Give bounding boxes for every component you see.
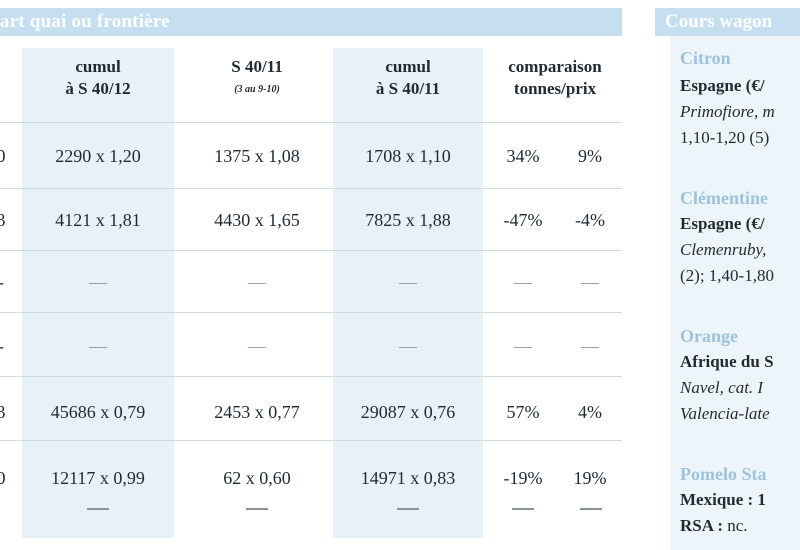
header-line1: S 40/11: [231, 57, 283, 76]
sidebar-head-pomelo: Pomelo Sta: [680, 464, 767, 484]
column-shade-cumul-2012: [22, 48, 174, 538]
column-shade-cumul-2011: [333, 48, 483, 538]
sidebar-line: 1,10-1,20 (5): [680, 128, 770, 147]
sidebar-head-citron: Citron: [680, 48, 731, 68]
section-title-bar: art quai ou frontière: [0, 8, 622, 36]
sidebar-title: Cours wagon: [665, 11, 773, 32]
cell-cumul-2011: 14971 x 0,83: [360, 468, 456, 488]
cell-s40-11: 4430 x 1,65: [214, 210, 300, 230]
sidebar-line-rest: nc.: [722, 516, 748, 535]
row-edge-value: 0: [0, 468, 6, 488]
cell-cumul-2011: 29087 x 0,76: [360, 402, 456, 422]
header-line2: à S 40/12: [65, 79, 131, 98]
cell-compare-prix: —: [581, 272, 599, 292]
cell-compare-prix: —: [581, 336, 599, 356]
cell-cumul-2011: —: [399, 272, 417, 292]
dash-mark: [397, 508, 419, 510]
sidebar-line-bold: RSA :: [680, 516, 723, 535]
dash-mark: [580, 508, 602, 510]
cell-compare-prix: 19%: [573, 468, 607, 488]
cell-cumul-2012: 2290 x 1,20: [55, 146, 141, 166]
header-cumul-s40-12: cumul à S 40/12: [22, 56, 174, 100]
dash-mark: [87, 508, 109, 510]
cell-compare-tonnes: 34%: [506, 146, 540, 166]
cell-cumul-2012: 12117 x 0,99: [51, 468, 145, 488]
row-edge-value: -: [0, 272, 6, 293]
sidebar-line: (2); 1,40-1,80: [680, 266, 774, 285]
sidebar-line: Primofiore, m: [680, 102, 775, 121]
cell-compare-tonnes: 57%: [506, 402, 540, 422]
cell-compare-tonnes: —: [514, 272, 532, 292]
header-line1: cumul: [75, 57, 121, 76]
sidebar-line: RSA : nc.: [680, 516, 748, 536]
header-cumul-s40-11: cumul à S 40/11: [333, 56, 483, 100]
cell-compare-prix: -4%: [575, 210, 605, 230]
cell-cumul-2012: —: [89, 272, 107, 292]
row-divider: [0, 250, 622, 251]
header-line2: à S 40/11: [375, 79, 441, 98]
row-edge-value: -: [0, 336, 6, 357]
sidebar-title-bar: Cours wagon: [655, 8, 800, 36]
cell-compare-prix: 9%: [578, 146, 602, 166]
cell-cumul-2012: 4121 x 1,81: [55, 210, 141, 230]
header-subtitle: (3 au 9-10): [234, 84, 280, 95]
row-edge-value: 3: [0, 210, 6, 230]
row-divider: [0, 188, 622, 189]
header-comparaison: comparaison tonnes/prix: [488, 56, 622, 100]
cell-cumul-2011: —: [399, 336, 417, 356]
header-line1: comparaison: [508, 57, 602, 76]
cell-compare-prix: 4%: [578, 402, 602, 422]
header-line2: tonnes/prix: [513, 79, 597, 98]
sidebar-line: Mexique : 1: [680, 490, 766, 509]
cell-cumul-2011: 1708 x 1,10: [365, 146, 451, 166]
header-line1: cumul: [385, 57, 431, 76]
row-divider: [0, 312, 622, 313]
cell-s40-11: —: [248, 272, 266, 292]
section-title: art quai ou frontière: [0, 11, 170, 32]
cell-s40-11: 62 x 0,60: [223, 468, 291, 488]
cell-cumul-2012: 45686 x 0,79: [50, 402, 146, 422]
row-edge-value: 3: [0, 402, 6, 422]
cell-compare-tonnes: -19%: [503, 468, 543, 488]
row-divider: [0, 440, 622, 441]
cell-compare-tonnes: -47%: [503, 210, 543, 230]
dash-mark: [246, 508, 268, 510]
sidebar-line: Clemenruby,: [680, 240, 767, 259]
cell-compare-tonnes: —: [514, 336, 532, 356]
sidebar-line: Valencia-late: [680, 404, 770, 423]
row-divider: [0, 376, 622, 377]
cell-s40-11: —: [248, 336, 266, 356]
cell-cumul-2012: —: [89, 336, 107, 356]
sidebar-panel: [670, 36, 800, 550]
dash-mark: [512, 508, 534, 510]
sidebar-line: Afrique du S: [680, 352, 774, 371]
sidebar-line: Espagne (€/: [680, 214, 765, 233]
sidebar-line: Espagne (€/: [680, 76, 765, 95]
header-s40-11: S 40/11 (3 au 9-10): [182, 56, 332, 96]
cell-s40-11: 1375 x 1,08: [214, 146, 300, 166]
row-divider: [0, 122, 622, 123]
row-edge-value: 0: [0, 146, 6, 166]
sidebar-head-orange: Orange: [680, 326, 738, 346]
sidebar-line: Navel, cat. I: [680, 378, 764, 397]
cell-cumul-2011: 7825 x 1,88: [365, 210, 451, 230]
sidebar-head-clementine: Clémentine: [680, 188, 768, 208]
cell-s40-11: 2453 x 0,77: [214, 402, 300, 422]
